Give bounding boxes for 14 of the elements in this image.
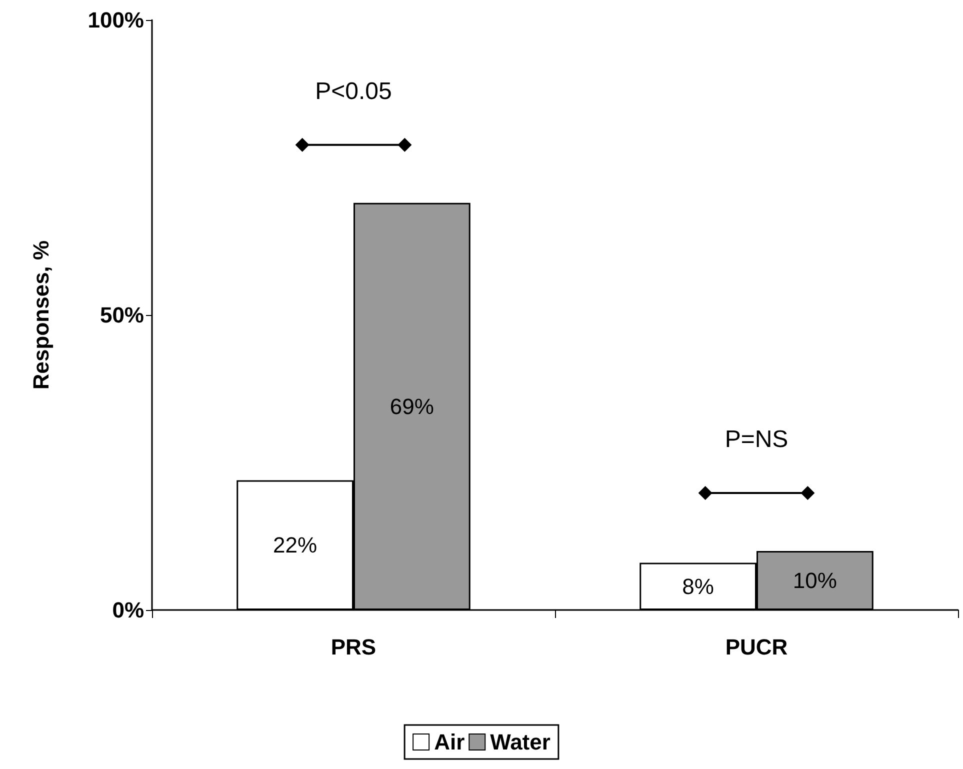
legend-label: Air — [434, 730, 466, 754]
legend-label: Water — [490, 730, 551, 754]
x-tick-label: PRS — [330, 634, 376, 660]
data-label: 22% — [273, 532, 318, 558]
data-label: 69% — [390, 394, 434, 419]
y-tick-label: 0% — [112, 598, 144, 622]
y-axis-title: Responses, % — [28, 240, 54, 390]
data-label: 10% — [792, 568, 837, 593]
y-tick-label: 100% — [88, 8, 144, 32]
x-tick-label: PUCR — [725, 634, 788, 660]
y-tick-label: 50% — [100, 302, 144, 328]
annotation: P=NS — [724, 426, 788, 453]
data-label: 8% — [682, 574, 714, 599]
annotation: P<0.05 — [315, 78, 392, 105]
